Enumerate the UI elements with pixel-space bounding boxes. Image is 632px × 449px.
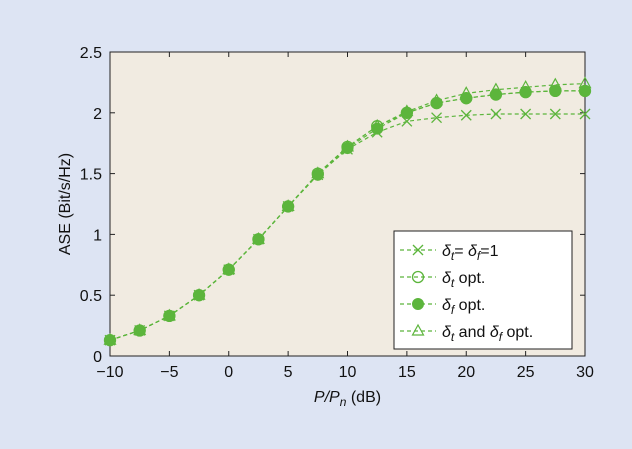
legend-label-part: f xyxy=(451,303,456,317)
marker-stroke xyxy=(401,115,413,127)
data-point xyxy=(549,84,562,97)
legend-label-part: t xyxy=(451,276,455,290)
data-point xyxy=(520,108,532,120)
legend-label: δt and δf opt. xyxy=(442,324,533,344)
legend-label: δt= δf=1 xyxy=(442,243,499,263)
data-point xyxy=(251,232,265,244)
legend-label-part: δ xyxy=(442,324,452,341)
legend-label-part: δ xyxy=(442,270,452,287)
data-point xyxy=(162,308,176,321)
data-point xyxy=(489,88,502,101)
x-tick-label: −5 xyxy=(160,364,178,381)
data-point xyxy=(490,108,502,120)
series-4 xyxy=(103,76,592,345)
legend-label-part: δ xyxy=(490,324,500,341)
legend-label-part: opt. xyxy=(502,324,533,341)
legend-label-part: opt. xyxy=(454,270,485,287)
x-axis-label-unit: (dB) xyxy=(346,389,381,406)
data-point xyxy=(370,118,384,131)
legend-marker xyxy=(411,270,425,284)
legend-label-part: δ xyxy=(442,297,452,314)
data-point xyxy=(340,139,355,152)
data-point xyxy=(431,112,443,124)
marker-stroke xyxy=(579,108,591,120)
marker-stroke xyxy=(549,108,561,120)
data-point xyxy=(489,82,503,95)
y-tick-label: 2.5 xyxy=(80,45,102,62)
legend-item: δt and δf opt. xyxy=(400,323,533,344)
data-point xyxy=(578,76,592,89)
data-point xyxy=(519,80,533,92)
marker-stroke xyxy=(431,112,443,124)
legend-label-part: δ xyxy=(468,243,478,260)
x-tick-label: −10 xyxy=(96,364,123,381)
data-point xyxy=(281,199,295,212)
marker-stroke xyxy=(460,109,472,121)
data-point xyxy=(519,86,532,99)
y-tick-label: 0 xyxy=(93,349,102,366)
legend-label: δf opt. xyxy=(442,297,485,317)
data-point xyxy=(311,166,325,179)
legend-label-part: δ xyxy=(442,243,452,260)
legend-label-part: opt. xyxy=(454,297,485,314)
data-point xyxy=(401,115,413,127)
legend-marker xyxy=(412,244,424,256)
legend-label-part: and xyxy=(454,324,490,341)
data-point xyxy=(430,93,444,106)
legend-label-part: =1 xyxy=(480,243,498,260)
legend-marker xyxy=(411,323,425,336)
legend-label: δt opt. xyxy=(442,270,485,290)
data-point xyxy=(459,86,473,98)
data-point xyxy=(400,104,414,117)
marker-stroke xyxy=(520,108,532,120)
data-point xyxy=(222,262,236,275)
y-axis-label: ASE (Bit/s/Hz) xyxy=(57,153,74,255)
y-tick-label: 2 xyxy=(93,106,102,123)
y-tick-label: 1.5 xyxy=(80,167,102,184)
legend-label-part: t xyxy=(451,330,455,344)
x-axis-label-sub: n xyxy=(340,395,347,409)
legend-label-part: = xyxy=(454,243,468,260)
data-point xyxy=(579,108,591,120)
legend-label-part: t xyxy=(451,249,455,263)
legend-item: δt opt. xyxy=(400,270,485,290)
marker-stroke xyxy=(412,244,424,256)
x-axis-label-p: P xyxy=(314,389,325,406)
x-tick-label: 10 xyxy=(339,364,357,381)
x-tick-label: 0 xyxy=(224,364,233,381)
marker-stroke xyxy=(490,108,502,120)
data-point xyxy=(460,92,473,105)
data-point xyxy=(549,108,561,120)
legend-item: δf opt. xyxy=(400,297,485,317)
data-point xyxy=(460,109,472,121)
legend-marker xyxy=(412,298,424,310)
x-tick-label: 30 xyxy=(576,364,594,381)
data-point xyxy=(133,323,147,336)
legend-item: δt= δf=1 xyxy=(400,243,499,263)
x-tick-label: 5 xyxy=(284,364,293,381)
legend-label-part: f xyxy=(477,249,482,263)
legend-box xyxy=(393,230,573,350)
legend-label-part: f xyxy=(499,330,504,344)
series-line xyxy=(109,83,586,341)
x-tick-label: 20 xyxy=(457,364,475,381)
x-axis-label-over: /P xyxy=(324,389,340,406)
y-tick-label: 0.5 xyxy=(80,288,102,305)
data-point xyxy=(103,332,117,345)
data-point xyxy=(192,287,206,300)
x-axis-label: P/Pn (dB) xyxy=(314,389,381,409)
x-tick-label: 15 xyxy=(398,364,416,381)
y-tick-label: 1 xyxy=(93,227,102,244)
legend: δt= δf=1δt opt.δf opt.δt and δf opt. xyxy=(393,230,573,350)
data-point xyxy=(548,77,562,90)
x-tick-label: 25 xyxy=(517,364,535,381)
